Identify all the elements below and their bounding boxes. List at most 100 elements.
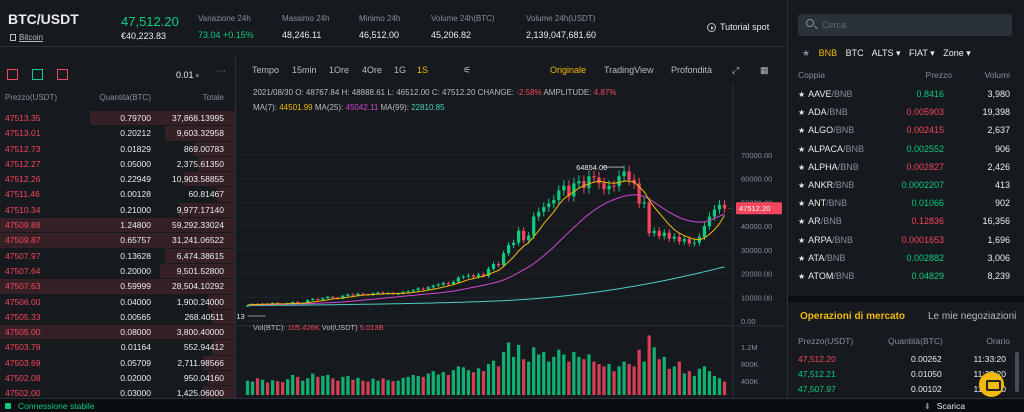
tab-market-trades[interactable]: Operazioni di mercato — [800, 311, 906, 322]
ask-row[interactable]: 47509.87 0.65757 31,241.06522 — [0, 233, 235, 248]
volume-bar — [511, 356, 516, 395]
tab-bnb[interactable]: BNB — [818, 48, 838, 58]
download-button[interactable]: Scarica — [924, 401, 965, 411]
market-row[interactable]: ★ ANT/BNB 0.01066 902 — [798, 195, 1012, 213]
interval-4h[interactable]: 4Ore — [362, 65, 383, 75]
volume-bar — [356, 377, 360, 395]
ask-row[interactable]: 47513.01 0.20212 9,603.32958 — [0, 126, 235, 141]
volume-bar — [717, 378, 722, 395]
volume-bar — [662, 356, 666, 395]
view-depth[interactable]: Profondità — [671, 65, 713, 75]
ask-row[interactable]: 47506.00 0.04000 1,900.24000 — [0, 294, 235, 310]
candle-body — [291, 302, 295, 304]
favorite-star-icon[interactable]: ★ — [798, 162, 806, 172]
volume-bar — [627, 364, 631, 395]
tab-fiat[interactable]: FIAT ▾ — [909, 48, 935, 58]
ask-row[interactable]: 47510.34 0.21000 9,977.17140 — [0, 202, 235, 218]
market-row[interactable]: ★ ATA/BNB 0.002882 3,006 — [798, 250, 1012, 268]
ask-qty: 0.05709 — [120, 357, 151, 368]
market-row[interactable]: ★ ARPA/BNB 0.0001653 1,696 — [798, 232, 1012, 250]
interval-tempo[interactable]: Tempo — [252, 65, 280, 75]
tutorial-button[interactable]: Tutorial spot — [707, 22, 769, 32]
favorite-star-icon[interactable]: ★ — [798, 180, 806, 190]
book-asks-icon[interactable] — [57, 69, 68, 80]
interval-15min[interactable]: 15min — [292, 65, 317, 75]
tab-zone[interactable]: Zone ▾ — [943, 48, 971, 58]
candle-body — [306, 300, 310, 303]
ask-row[interactable]: 47505.33 0.00565 268.40511 — [0, 309, 235, 325]
ask-row[interactable]: 47502.00 0.03000 1,425.06000 — [0, 386, 235, 398]
volume-bar — [471, 372, 476, 395]
market-row[interactable]: ★ AR/BNB 0.12836 16,356 — [798, 213, 1012, 231]
market-row[interactable]: ★ ALPACA/BNB 0.002552 906 — [798, 141, 1012, 159]
fullscreen-icon[interactable]: ⤢ — [732, 65, 740, 75]
market-row[interactable]: ★ ATOM/BNB 0.04829 8,239 — [798, 268, 1012, 286]
tab-btc[interactable]: BTC — [845, 48, 864, 58]
col-price[interactable]: Prezzo — [925, 70, 952, 80]
ask-row[interactable]: 47502.08 0.02000 950.04160 — [0, 371, 235, 386]
favorites-star-icon[interactable]: ★ — [802, 48, 811, 58]
ask-row[interactable]: 47507.63 0.59999 28,504.10292 — [0, 279, 235, 294]
pair-info-link[interactable]: Bitcoin — [10, 33, 43, 42]
interval-1w[interactable]: 1S — [417, 65, 429, 75]
col-volume[interactable]: Volumi — [984, 70, 1010, 80]
volume-bar — [361, 380, 365, 395]
ask-row[interactable]: 47513.35 0.79700 37,868.13995 — [0, 111, 235, 126]
favorite-star-icon[interactable]: ★ — [798, 235, 806, 245]
market-price: 0.002882 — [906, 252, 944, 263]
market-row[interactable]: ★ AAVE/BNB 0.8416 3,980 — [798, 86, 1012, 104]
ask-row[interactable]: 47511.46 0.00128 60.81467 — [0, 187, 235, 202]
high-marker-label: 64854.00 — [576, 163, 607, 172]
quote-asset: /BNB — [826, 107, 848, 118]
quote-asset: /BNB — [833, 125, 855, 136]
indicator-settings-icon[interactable]: ⚟ — [463, 65, 472, 75]
view-original[interactable]: Originale — [550, 65, 587, 75]
tick-size-select[interactable]: 0.01 — [176, 70, 199, 80]
ask-row[interactable]: 47512.26 0.22949 10,903.58855 — [0, 172, 235, 187]
ask-row[interactable]: 47507.97 0.13628 6,474.38615 — [0, 248, 235, 264]
view-tradingview[interactable]: TradingView — [604, 65, 654, 75]
tab-my-trades[interactable]: Le mie negoziazioni — [928, 311, 1017, 322]
favorite-star-icon[interactable]: ★ — [798, 144, 806, 154]
volume-bar — [270, 380, 275, 395]
volume-bar — [592, 361, 596, 395]
ma25-line — [247, 194, 725, 306]
candle-body — [481, 274, 486, 276]
market-row[interactable]: ★ ALPHA/BNB 0.002827 2,426 — [798, 159, 1012, 177]
market-row[interactable]: ★ ANKR/BNB 0.0002207 413 — [798, 177, 1012, 195]
favorite-star-icon[interactable]: ★ — [798, 108, 806, 118]
volume-bar — [612, 371, 616, 395]
ask-row[interactable]: 47507.64 0.20000 9,501.52800 — [0, 263, 235, 279]
interval-1d[interactable]: 1G — [394, 65, 407, 75]
volume-bar — [391, 381, 395, 395]
favorite-star-icon[interactable]: ★ — [798, 253, 806, 263]
pair-title[interactable]: BTC/USDT — [8, 11, 79, 27]
grid-layout-icon[interactable]: ▦ — [760, 65, 769, 75]
ask-row[interactable]: 47503.79 0.01164 552.94412 — [0, 340, 235, 355]
more-icon[interactable]: ⋯ — [216, 66, 226, 77]
col-pair[interactable]: Coppia — [798, 70, 825, 80]
search-box[interactable] — [798, 14, 1012, 36]
trades-scrollbar[interactable] — [1015, 352, 1019, 392]
favorite-star-icon[interactable]: ★ — [798, 90, 806, 99]
tab-alts[interactable]: ALTS ▾ — [871, 48, 901, 58]
ask-row[interactable]: 47505.00 0.08000 3,800.40000 — [0, 325, 235, 340]
book-both-icon[interactable] — [7, 69, 18, 80]
chat-support-icon[interactable] — [979, 372, 1004, 397]
ask-total: 28,504.10292 — [172, 281, 224, 292]
favorite-star-icon[interactable]: ★ — [798, 199, 806, 209]
ask-row[interactable]: 47512.27 0.05000 2,375.61350 — [0, 156, 235, 172]
ask-row[interactable]: 47512.73 0.01829 869.00783 — [0, 141, 235, 157]
search-input[interactable] — [822, 17, 1002, 33]
book-bids-icon[interactable] — [32, 69, 43, 80]
favorite-star-icon[interactable]: ★ — [798, 217, 806, 227]
market-row[interactable]: ★ ALGO/BNB 0.002415 2,637 — [798, 122, 1012, 140]
interval-1h[interactable]: 1Ore — [329, 65, 350, 75]
ask-row[interactable]: 47503.69 0.05709 2,711.98566 — [0, 355, 235, 371]
base-asset: ANKR — [808, 179, 834, 190]
candlestick-chart[interactable]: 70000.0060000.0050000.0040000.0030000.00… — [237, 83, 785, 398]
market-row[interactable]: ★ ADA/BNB 0.005903 19,398 — [798, 104, 1012, 122]
favorite-star-icon[interactable]: ★ — [798, 126, 806, 136]
ask-row[interactable]: 47509.88 1.24800 59,292.33024 — [0, 218, 235, 233]
favorite-star-icon[interactable]: ★ — [798, 271, 806, 281]
